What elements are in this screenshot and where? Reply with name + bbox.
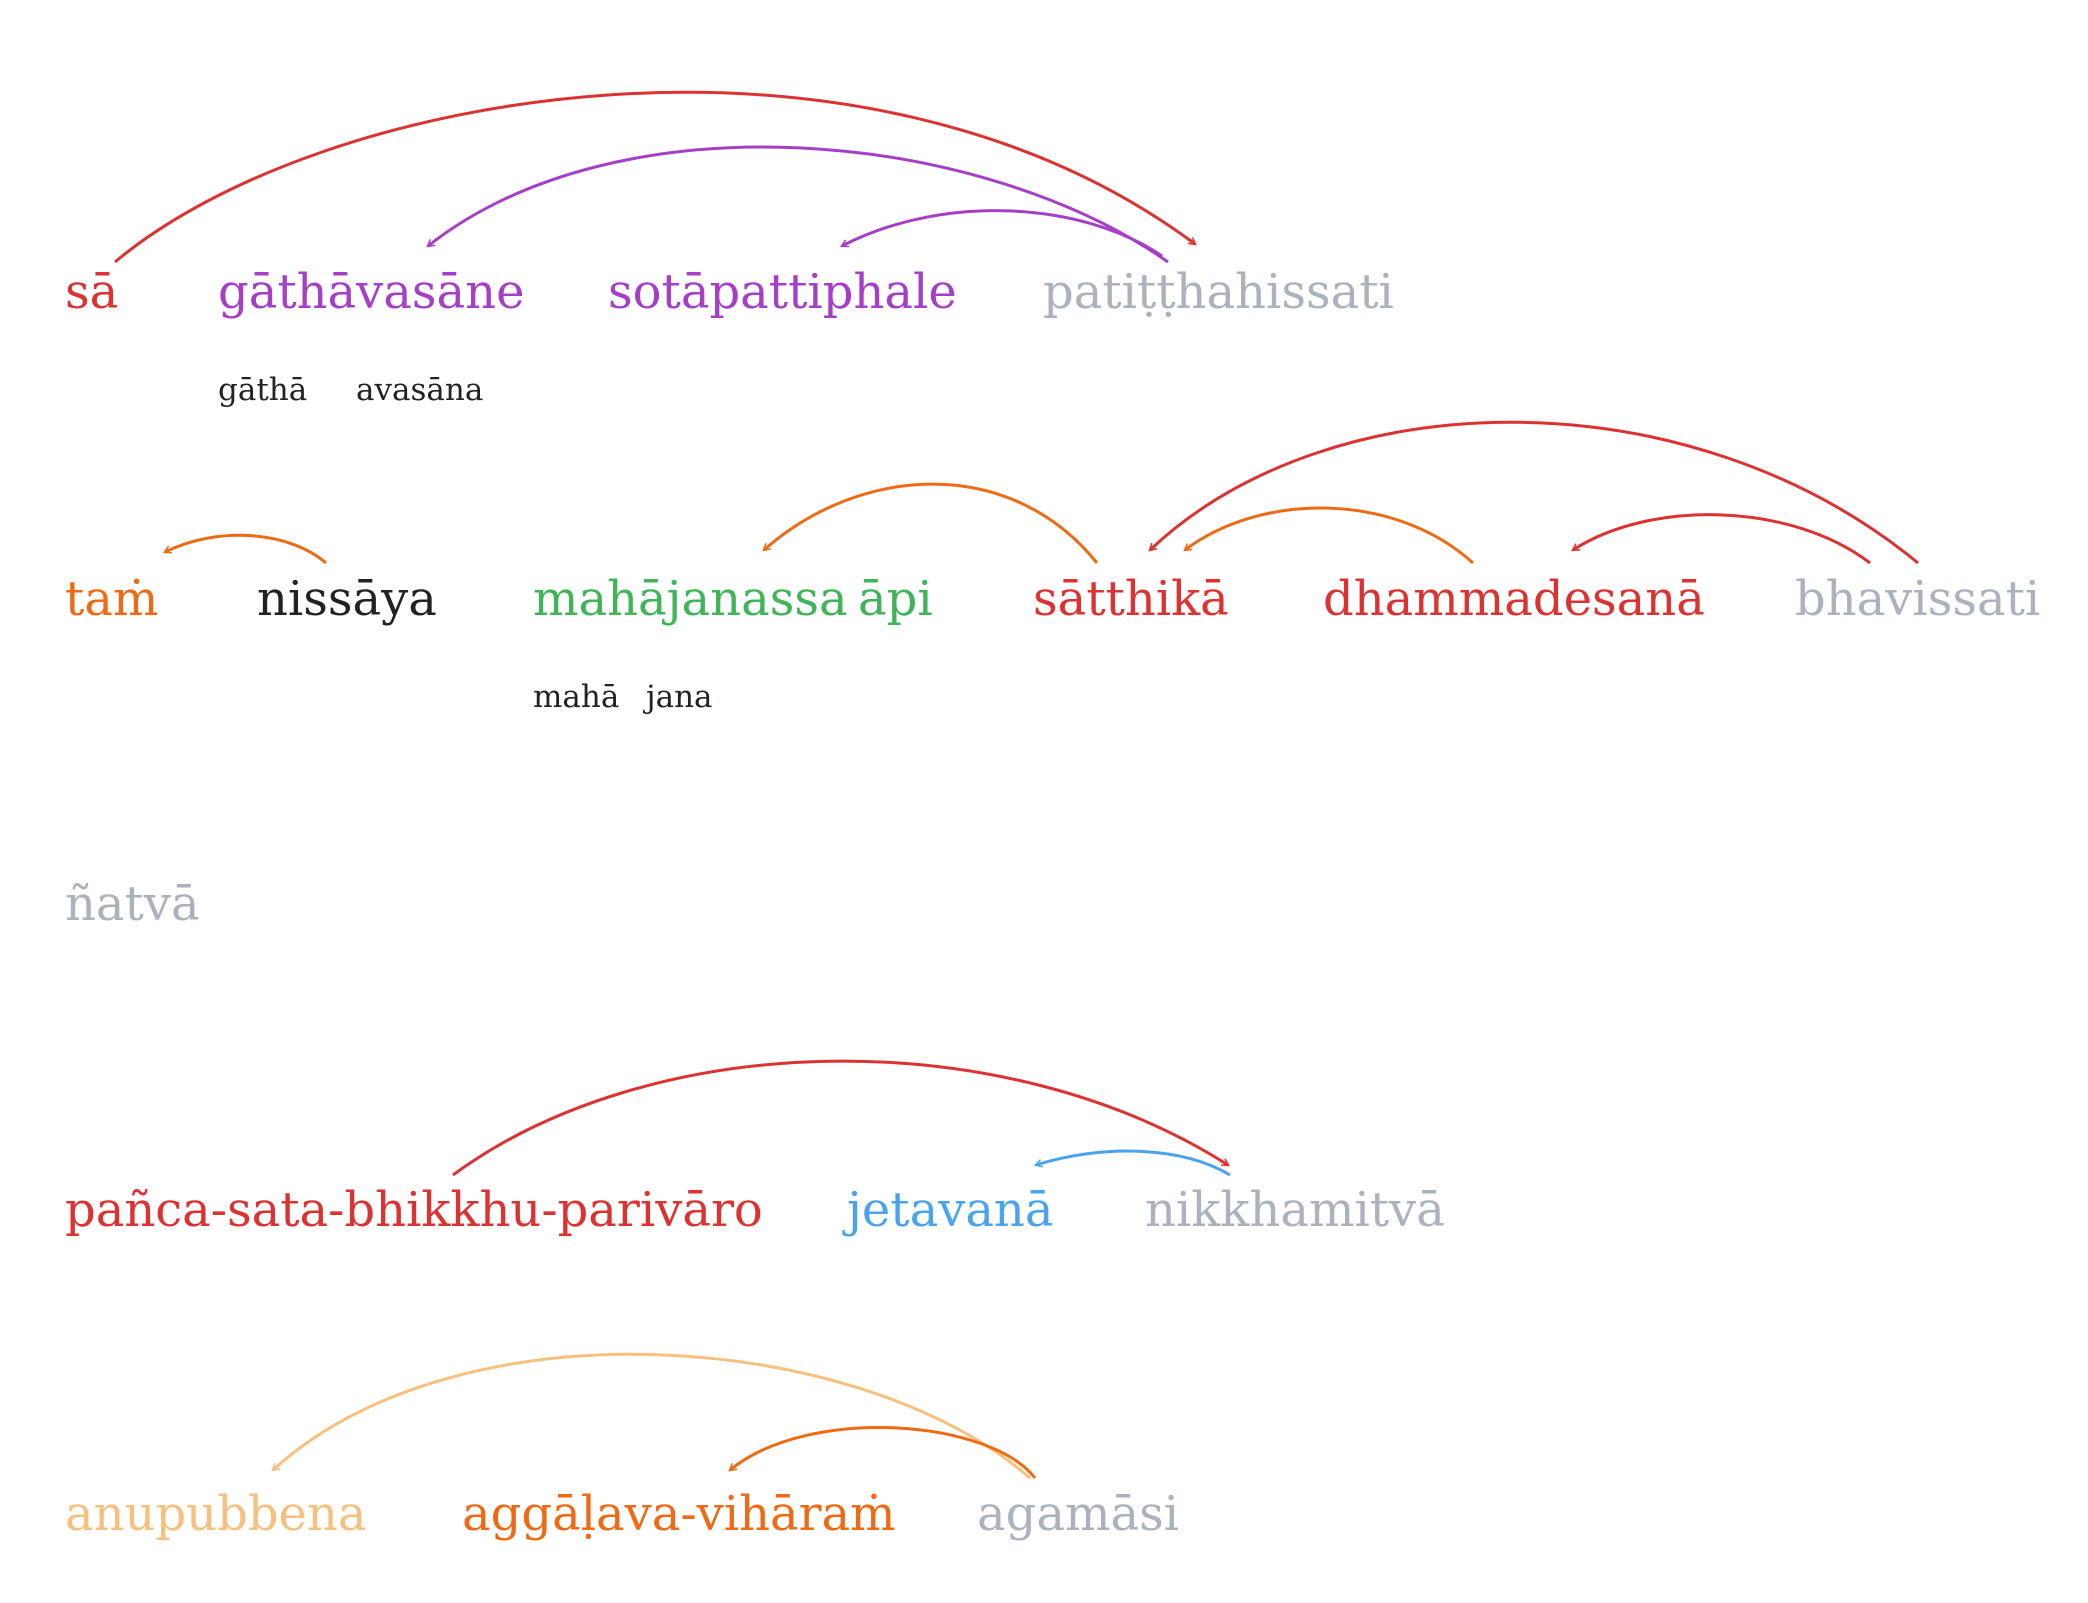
word-patitthahissati: patiṭṭhahissati: [1043, 264, 1394, 320]
word-nikkhamitva: nikkhamitvā: [1145, 1182, 1445, 1238]
subword-gatha: gāthā: [218, 372, 307, 408]
arc-sa-to-patitthahissati: [114, 90, 1195, 264]
arcs-sentence-5: [273, 1352, 1037, 1480]
word-gathavasane: gāthāvasāne: [218, 264, 524, 320]
word-aggalava-viharam: aggāḷava-vihāraṁ: [462, 1486, 896, 1542]
word-pancasata-bhikkhu-parivaro: pañca-sata-bhikkhu-parivāro: [65, 1182, 763, 1238]
word-api: āpi: [858, 571, 933, 627]
arc-dhammadesana-to-satthika: [1185, 506, 1475, 565]
arc-patitthahissati-to-gathavasane: [428, 145, 1169, 264]
sentence-5: anupubbena aggāḷava-vihāraṁ agamāsi: [65, 1352, 1179, 1542]
word-natva: ñatvā: [65, 876, 200, 932]
arc-bhavissati-to-satthika: [1150, 420, 1919, 565]
sentence-4: pañca-sata-bhikkhu-parivāro jetavanā nik…: [65, 1059, 1445, 1238]
arc-satthika-to-mahajanassa: [764, 482, 1099, 564]
sentence-1: sā gāthāvasāne sotāpattiphale patiṭṭhahi…: [65, 90, 1394, 408]
word-mahajanassa: mahājanassa: [533, 571, 848, 627]
arc-nikkhamitva-to-jetavana: [1036, 1149, 1231, 1177]
arc-patitthahissati-to-sotapattiphale: [842, 209, 1163, 258]
subword-maha: mahā: [533, 679, 619, 715]
subword-avasana: avasāna: [356, 372, 483, 408]
word-bhavissati: bhavissati: [1795, 571, 2040, 627]
word-agamasi: agamāsi: [977, 1486, 1179, 1542]
arc-bhavissati-to-dhammadesana: [1573, 513, 1871, 565]
word-anupubbena: anupubbena: [65, 1486, 366, 1542]
word-nissaya: nissāya: [257, 571, 437, 627]
word-tam: taṁ: [65, 571, 158, 627]
word-dhammadesana: dhammadesanā: [1323, 571, 1705, 627]
sentence-2: taṁ nissāya mahājanassa āpi sātthikā dha…: [65, 420, 2040, 715]
sentence-3: ñatvā: [65, 876, 200, 932]
word-sotapattiphale: sotāpattiphale: [608, 264, 957, 320]
arc-agamasi-to-aggalava-viharam: [730, 1426, 1037, 1479]
subword-jana: jana: [643, 679, 713, 715]
arcs-sentence-4: [452, 1059, 1231, 1177]
arc-pancasata-to-nikkhamitva: [452, 1059, 1228, 1177]
arc-agamasi-to-anupubbena: [273, 1352, 1031, 1480]
word-jetavana: jetavanā: [842, 1182, 1053, 1238]
word-sa: sā: [65, 264, 118, 320]
arcs-sentence-2: [165, 420, 1919, 565]
arcs-sentence-1: [114, 90, 1195, 264]
arc-nissaya-to-tam: [165, 533, 327, 565]
word-satthika: sātthikā: [1033, 571, 1229, 627]
